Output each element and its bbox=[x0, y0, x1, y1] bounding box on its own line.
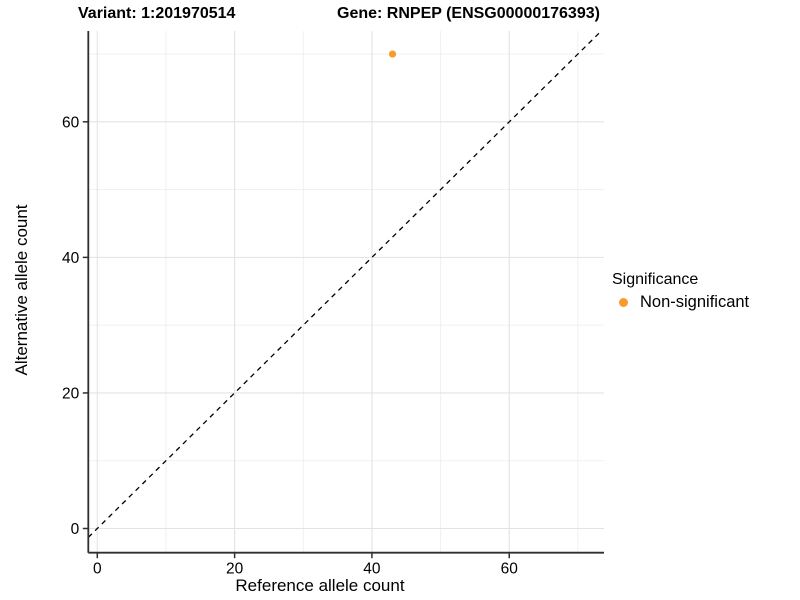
x-tick-label: 40 bbox=[363, 561, 381, 578]
x-tick-label: 60 bbox=[501, 561, 519, 578]
y-tick-label: 60 bbox=[62, 114, 80, 131]
legend-entries: Non-significant bbox=[612, 293, 749, 312]
y-axis-title: Alternative allele count bbox=[12, 204, 31, 375]
identity-dashed-line bbox=[87, 30, 602, 538]
x-tick-label: 20 bbox=[226, 561, 244, 578]
legend-entry-label: Non-significant bbox=[640, 293, 750, 311]
legend-title: Significance bbox=[612, 271, 699, 288]
x-tick-label: 0 bbox=[93, 561, 102, 578]
x-axis-title: Reference allele count bbox=[235, 576, 404, 595]
legend-point-swatch bbox=[619, 298, 628, 307]
y-tick-label: 20 bbox=[62, 385, 80, 402]
y-tick-label: 0 bbox=[71, 521, 80, 538]
legend-entry: Non-significant bbox=[612, 293, 749, 312]
legend: Significance Non-significant bbox=[612, 271, 749, 312]
plot-title-variant: Variant: 1:201970514 bbox=[78, 5, 236, 22]
plot-title-gene: Gene: RNPEP (ENSG00000176393) bbox=[337, 5, 600, 22]
y-tick-label: 40 bbox=[62, 250, 80, 267]
data-point bbox=[388, 50, 397, 58]
